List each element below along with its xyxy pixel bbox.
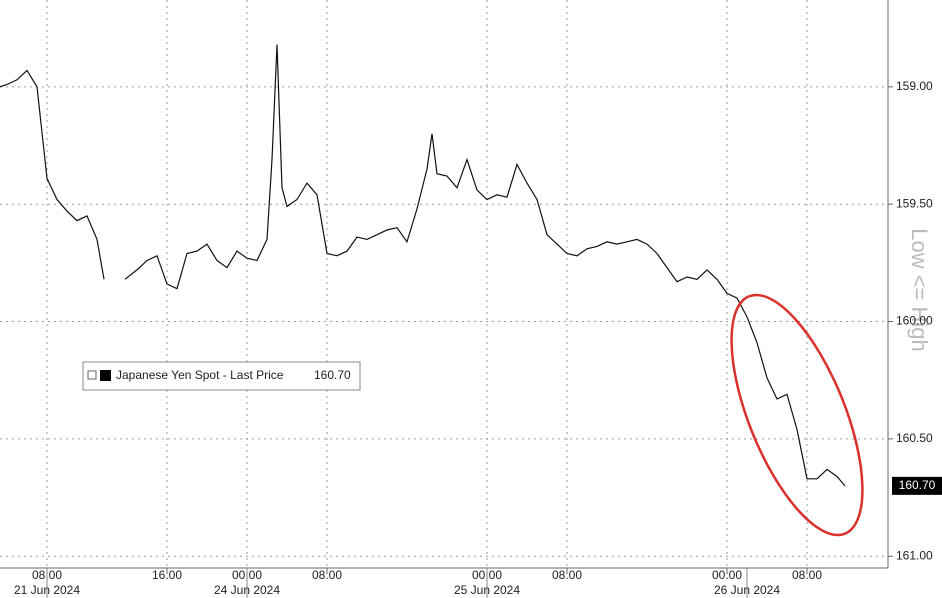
legend-swatch: [100, 370, 111, 381]
x-date-label: 25 Jun 2024: [454, 583, 520, 597]
price-line: [0, 44, 846, 487]
y-tick-label: 160.50: [896, 431, 933, 445]
y-tick-label: 160.00: [896, 314, 933, 328]
legend-box: [82, 361, 361, 391]
legend-last-price: 160.70: [314, 368, 351, 382]
legend: Japanese Yen Spot - Last Price 160.70: [82, 361, 361, 391]
x-tick-label: 16:00: [152, 568, 182, 582]
highlight-ellipse: [730, 293, 864, 537]
y-tick-label: 161.00: [896, 548, 933, 562]
legend-toggle[interactable]: [87, 370, 97, 380]
x-tick-label: 08:00: [312, 568, 342, 582]
x-tick-label: 00:00: [712, 568, 742, 582]
x-date-label: 26 Jun 2024: [714, 583, 780, 597]
y-tick-label: 159.00: [896, 79, 933, 93]
axis-label: Low <= High: [907, 228, 932, 352]
x-tick-label: 08:00: [552, 568, 582, 582]
x-date-label: 21 Jun 2024: [14, 583, 80, 597]
x-date-label: 24 Jun 2024: [214, 583, 280, 597]
legend-label: Japanese Yen Spot - Last Price: [116, 368, 284, 382]
x-tick-label: 08:00: [792, 568, 822, 582]
last-price-label: 160.70: [899, 478, 936, 492]
y-tick-label: 159.50: [896, 196, 933, 210]
last-price-tag: [892, 476, 942, 495]
plot-area: [0, 0, 888, 568]
